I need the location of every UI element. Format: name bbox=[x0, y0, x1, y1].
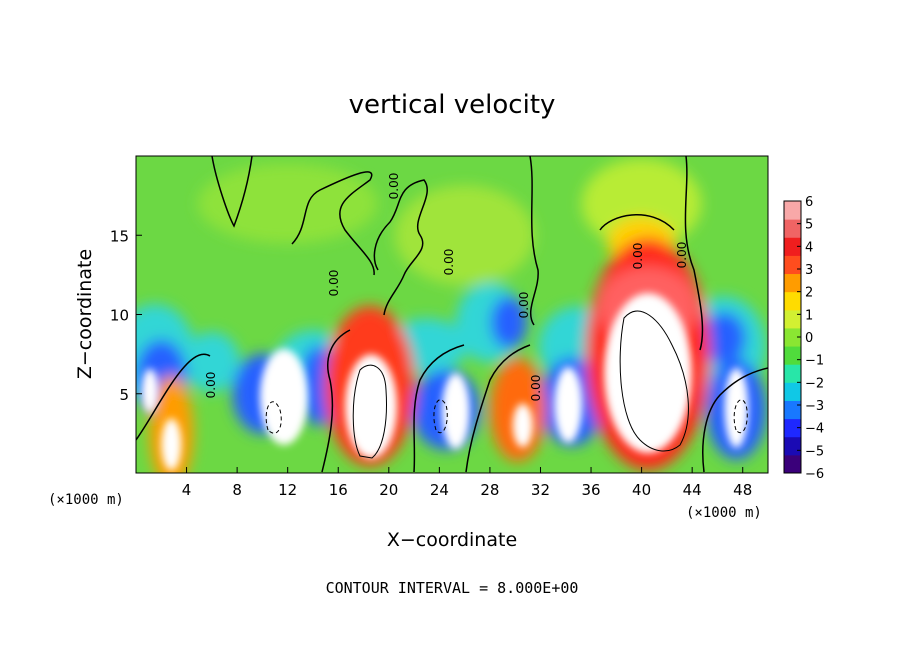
colorbar-swatch bbox=[784, 382, 801, 401]
colorbar-swatch bbox=[784, 454, 801, 474]
colorbar-label: 3 bbox=[805, 263, 813, 278]
colorbar-swatch bbox=[784, 327, 801, 347]
x-tick-label: 44 bbox=[683, 481, 702, 499]
y-axis: 5 10 15 bbox=[110, 227, 142, 404]
contour-line bbox=[291, 171, 375, 276]
x-axis-label: X−coordinate bbox=[387, 529, 517, 551]
y-tick-label: 5 bbox=[119, 386, 129, 404]
y-tick-label: 10 bbox=[110, 307, 129, 325]
colorbar-swatch bbox=[784, 237, 801, 256]
x-tick-label: 24 bbox=[430, 481, 449, 499]
x-tick-label: 36 bbox=[581, 481, 600, 499]
colorbar-swatch bbox=[784, 346, 801, 365]
contour-label: 0.00 bbox=[327, 270, 341, 297]
colorbar-label: 6 bbox=[805, 195, 813, 210]
x-tick-label: 4 bbox=[182, 481, 192, 499]
contour-interval-note: CONTOUR INTERVAL = 8.000E+00 bbox=[326, 579, 579, 597]
field-shade bbox=[581, 158, 702, 249]
chart-title: vertical velocity bbox=[349, 90, 556, 120]
colorbar-swatch bbox=[784, 291, 801, 311]
colorbar-label: −3 bbox=[805, 399, 824, 414]
x-axis: 4 8 12 16 20 24 28 32 36 40 44 48 bbox=[182, 467, 752, 499]
y-axis-label: Z−coordinate bbox=[74, 249, 96, 379]
x-tick-label: 8 bbox=[232, 481, 242, 499]
colorbar-swatch bbox=[784, 309, 801, 329]
colorbar-swatch bbox=[784, 364, 801, 383]
x-tick-label: 48 bbox=[733, 481, 752, 499]
field-shade bbox=[183, 332, 240, 393]
contour-line bbox=[733, 399, 748, 433]
field-shade bbox=[441, 373, 470, 450]
plot-area: 0.00 0.00 0.00 0.00 0.00 0.00 0.00 0.00 bbox=[136, 156, 768, 473]
x-tick-label: 28 bbox=[480, 481, 499, 499]
contour-line bbox=[136, 353, 211, 441]
field-shade bbox=[512, 403, 533, 448]
field-shade bbox=[724, 368, 749, 449]
contour-label: 0.00 bbox=[442, 249, 456, 276]
contour-line bbox=[599, 214, 675, 231]
colorbar-swatch bbox=[784, 273, 801, 293]
colorbar-label: −6 bbox=[805, 467, 824, 482]
colorbar-label: 2 bbox=[805, 286, 813, 301]
colorbar-swatch bbox=[784, 219, 801, 238]
field-shade bbox=[554, 366, 583, 443]
colorbar-swatch bbox=[784, 201, 801, 220]
x-tick-label: 32 bbox=[531, 481, 550, 499]
field-shade bbox=[394, 185, 535, 286]
field-shade bbox=[161, 418, 182, 471]
colorbar-label: −1 bbox=[805, 354, 824, 369]
contour-label: 0.00 bbox=[517, 292, 531, 319]
x-unit-left: (×1000 m) bbox=[48, 492, 124, 508]
contour-label: 0.00 bbox=[387, 173, 401, 200]
contour-line bbox=[265, 401, 282, 434]
contour-label: 0.00 bbox=[631, 243, 645, 270]
colorbar-label: 4 bbox=[805, 240, 813, 255]
contour-line bbox=[684, 156, 704, 351]
x-tick-label: 16 bbox=[329, 481, 348, 499]
x-tick-label: 40 bbox=[632, 481, 651, 499]
colorbar-swatch bbox=[784, 436, 801, 456]
contour-line bbox=[211, 156, 253, 228]
contour-line bbox=[619, 310, 689, 452]
colorbar-swatch bbox=[784, 400, 801, 420]
contour-line bbox=[373, 179, 428, 316]
field-shade bbox=[345, 354, 398, 459]
colorbar-label: 1 bbox=[805, 308, 813, 323]
x-unit-right: (×1000 m) bbox=[686, 505, 762, 521]
field-shade bbox=[701, 312, 746, 365]
colorbar-label: 0 bbox=[805, 331, 813, 346]
colorbar-swatch bbox=[784, 255, 801, 275]
contour-line bbox=[433, 399, 448, 433]
colorbar-label: −2 bbox=[805, 376, 824, 391]
contour-line bbox=[352, 364, 387, 459]
x-tick-label: 20 bbox=[379, 481, 398, 499]
contour-line bbox=[465, 344, 531, 473]
colorbar-label: −5 bbox=[805, 444, 824, 459]
colorbar: 6 5 4 3 2 1 0 −1 −2 −3 −4 −5 −6 bbox=[783, 195, 824, 482]
field-shade bbox=[141, 368, 158, 413]
colorbar-label: −4 bbox=[805, 422, 824, 437]
field-shade bbox=[259, 348, 308, 445]
colorbar-swatch bbox=[784, 418, 801, 438]
field-shade bbox=[603, 293, 692, 454]
colorbar-label: 5 bbox=[805, 218, 813, 233]
contour-line bbox=[321, 329, 351, 473]
contour-line bbox=[413, 344, 465, 473]
contour-line bbox=[702, 367, 768, 473]
y-tick-label: 15 bbox=[110, 227, 129, 245]
contour-label: 0.00 bbox=[529, 375, 543, 402]
contour-label: 0.00 bbox=[675, 242, 689, 269]
contour-line bbox=[529, 156, 539, 326]
contour-label: 0.00 bbox=[204, 372, 218, 399]
field-shade bbox=[490, 296, 527, 349]
x-tick-label: 12 bbox=[278, 481, 297, 499]
